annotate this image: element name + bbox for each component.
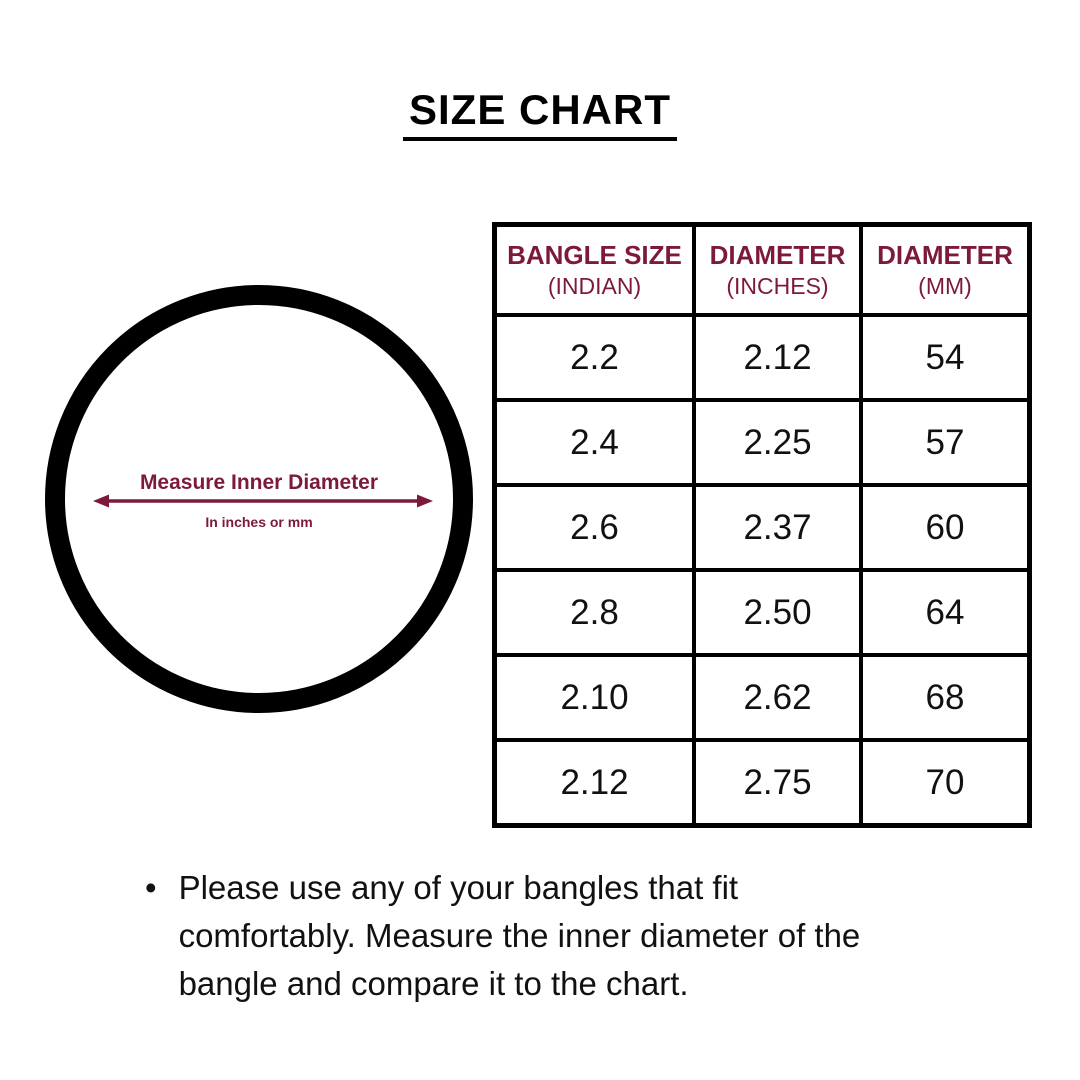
size-table-header: BANGLE SIZE (INDIAN) DIAMETER (INCHES) D… (492, 222, 1032, 317)
table-row: 2.12 2.75 70 (492, 738, 1032, 828)
table-row: 2.10 2.62 68 (492, 653, 1032, 742)
bullet-icon: • (145, 869, 157, 906)
cell-diameter-inches: 2.12 (692, 313, 863, 402)
cell-diameter-inches: 2.50 (692, 568, 863, 657)
cell-bangle-size: 2.10 (492, 653, 696, 742)
measure-inner-diameter-label: Measure Inner Diameter (139, 471, 379, 494)
header-diameter-mm-subtitle: (MM) (918, 272, 972, 299)
cell-diameter-mm: 70 (859, 738, 1032, 828)
cell-bangle-size: 2.8 (492, 568, 696, 657)
size-table-body: 2.2 2.12 54 2.4 2.25 57 2.6 2.37 60 2.8 … (492, 313, 1032, 828)
cell-diameter-mm: 68 (859, 653, 1032, 742)
cell-diameter-mm: 57 (859, 398, 1032, 487)
instruction-note: • Please use any of your bangles that fi… (145, 864, 935, 1008)
cell-diameter-inches: 2.25 (692, 398, 863, 487)
cell-diameter-mm: 64 (859, 568, 1032, 657)
double-arrow-icon (93, 494, 433, 508)
table-row: 2.2 2.12 54 (492, 313, 1032, 402)
cell-diameter-mm: 54 (859, 313, 1032, 402)
instruction-text: Please use any of your bangles that fit … (178, 869, 861, 1002)
cell-diameter-mm: 60 (859, 483, 1032, 572)
cell-bangle-size: 2.12 (492, 738, 696, 828)
header-bangle-size-subtitle: (INDIAN) (547, 272, 642, 299)
size-table: BANGLE SIZE (INDIAN) DIAMETER (INCHES) D… (492, 222, 1032, 828)
page-title-wrap: SIZE CHART (0, 86, 1080, 141)
measure-units-label: In inches or mm (205, 514, 313, 530)
cell-diameter-inches: 2.75 (692, 738, 863, 828)
header-diameter-inches: DIAMETER (INCHES) (692, 222, 863, 317)
header-row: BANGLE SIZE (INDIAN) DIAMETER (INCHES) D… (492, 222, 1032, 317)
cell-bangle-size: 2.4 (492, 398, 696, 487)
header-diameter-inches-subtitle: (INCHES) (726, 272, 829, 299)
table-row: 2.6 2.37 60 (492, 483, 1032, 572)
table-row: 2.8 2.50 64 (492, 568, 1032, 657)
header-diameter-mm-title: DIAMETER (877, 240, 1013, 271)
page-title: SIZE CHART (403, 86, 677, 141)
header-diameter-mm: DIAMETER (MM) (859, 222, 1032, 317)
cell-diameter-inches: 2.37 (692, 483, 863, 572)
cell-bangle-size: 2.6 (492, 483, 696, 572)
table-row: 2.4 2.25 57 (492, 398, 1032, 487)
cell-diameter-inches: 2.62 (692, 653, 863, 742)
cell-bangle-size: 2.2 (492, 313, 696, 402)
header-bangle-size-title: BANGLE SIZE (507, 240, 682, 271)
header-bangle-size: BANGLE SIZE (INDIAN) (492, 222, 696, 317)
header-diameter-inches-title: DIAMETER (709, 240, 846, 271)
